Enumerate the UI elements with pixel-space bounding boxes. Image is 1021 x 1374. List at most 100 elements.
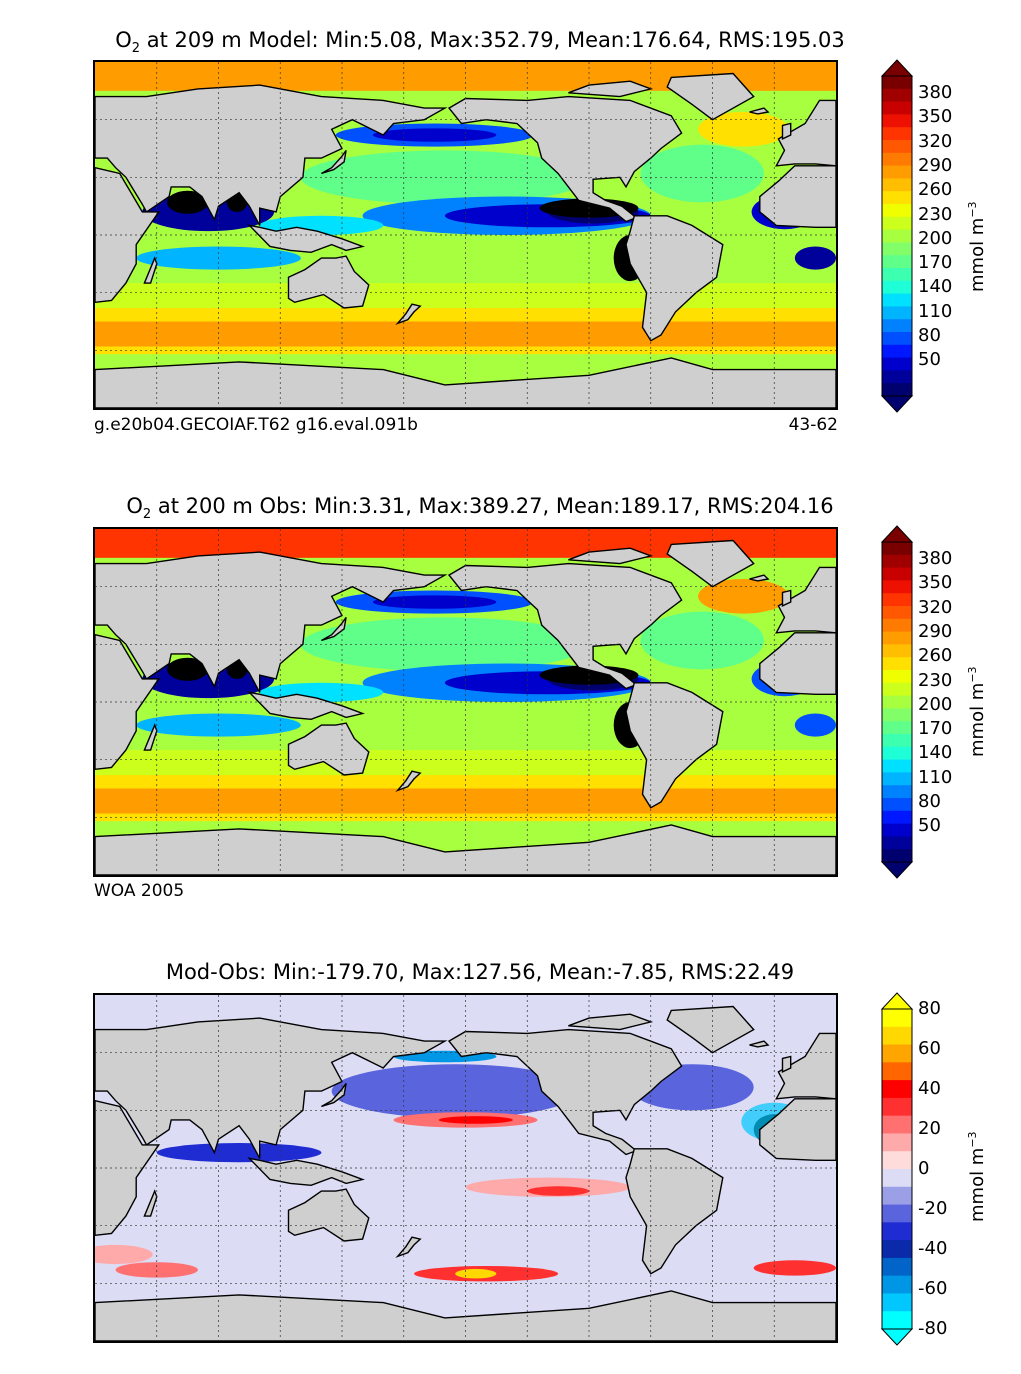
colorbar-frame xyxy=(881,541,913,863)
colorbar-segment xyxy=(882,785,912,799)
colorbar-segment xyxy=(882,319,912,333)
colorbar-segment xyxy=(882,759,912,773)
colorbar-segment xyxy=(882,191,912,205)
colorbar-segment xyxy=(882,344,912,359)
colorbar-tick-label: 40 xyxy=(918,1078,941,1099)
colorbar-segment xyxy=(882,1204,912,1223)
panel-title-model: O2 at 209 m Model: Min:5.08, Max:352.79,… xyxy=(115,28,845,57)
caption-model-run: g.e20b04.GECOIAF.T62 g16.eval.091b xyxy=(94,415,418,435)
colorbar-segment xyxy=(882,606,912,620)
colorbar-tick-label: 260 xyxy=(918,645,953,667)
colorbar-segment xyxy=(882,357,912,371)
panel-title-obs: O2 at 200 m Obs: Min:3.31, Max:389.27, M… xyxy=(126,494,834,523)
field-north-atlantic xyxy=(640,144,764,203)
colorbar-segment xyxy=(882,1062,912,1081)
colorbar-segment xyxy=(882,1311,912,1330)
colorbar-tick-label: 170 xyxy=(918,252,953,274)
land-newzealand xyxy=(395,770,422,792)
land-australia xyxy=(287,722,370,776)
land-uk xyxy=(781,122,792,141)
land-westAfrica xyxy=(759,632,836,696)
colorbar-segment xyxy=(882,1080,912,1099)
colorbar-segment xyxy=(882,1151,912,1170)
colorbar-segment xyxy=(882,746,912,761)
field-band-subtropical xyxy=(95,750,836,776)
land-greenland xyxy=(666,72,755,121)
colorbar-segment xyxy=(882,542,912,556)
colorbar-segment xyxy=(882,695,912,709)
colorbar-tick-label: 140 xyxy=(918,742,953,764)
land-greenland xyxy=(666,539,755,588)
unit-label-model: mmol m−3 xyxy=(966,201,988,292)
colorbar-extend-max xyxy=(880,992,914,1010)
colorbar-tick-label: 50 xyxy=(918,815,941,837)
colorbar-segment xyxy=(882,280,912,295)
colorbar-segment xyxy=(882,734,912,748)
colorbar-segment xyxy=(882,836,912,850)
colorbar-segment xyxy=(882,1009,912,1028)
field-contour xyxy=(455,1268,497,1279)
field-north-pacific-neg xyxy=(331,1064,579,1119)
colorbar-segment xyxy=(882,204,912,218)
field-indian-neg xyxy=(156,1143,322,1163)
colorbar-segment xyxy=(882,682,912,697)
field-subpolar-atlantic xyxy=(698,111,789,147)
colorbar-segment xyxy=(882,178,912,192)
colorbar-segment xyxy=(882,1044,912,1063)
map-obs xyxy=(93,527,838,877)
field-contour xyxy=(527,1186,589,1196)
colorbar-segment xyxy=(882,229,912,243)
land-antarctica xyxy=(95,357,836,408)
land-iceland xyxy=(749,574,770,582)
colorbar-tick-label: 290 xyxy=(918,154,953,176)
map-model xyxy=(93,60,838,410)
field-band-subtropical xyxy=(95,283,836,309)
unit-label-diff: mmol m−3 xyxy=(966,1131,988,1222)
map-diff xyxy=(93,993,838,1343)
land-antarctica xyxy=(95,824,836,875)
field-contour xyxy=(95,1244,153,1265)
field-contour xyxy=(438,1116,513,1124)
colorbar-tick-label: -20 xyxy=(918,1198,948,1219)
colorbar-segment xyxy=(882,849,912,863)
land-antarctica xyxy=(95,1290,836,1341)
colorbar-tick-label: 320 xyxy=(918,130,953,152)
field-omz-benguela xyxy=(794,713,836,737)
colorbar-tick-label: 140 xyxy=(918,276,953,298)
land-southAmerica xyxy=(625,682,724,809)
colorbar-segment xyxy=(882,657,912,671)
colorbar-segment xyxy=(882,114,912,128)
colorbar-segment xyxy=(882,1240,912,1259)
field-north-pacific xyxy=(300,150,589,205)
colorbar-segment xyxy=(882,810,912,825)
land-eurasia xyxy=(95,84,448,226)
colorbar-tick-label: 290 xyxy=(918,620,953,642)
colorbar-extend-min xyxy=(880,395,914,413)
land-northAmerica xyxy=(447,1028,683,1156)
land-australia xyxy=(287,1188,370,1242)
colorbar-segment xyxy=(882,165,912,179)
colorbar-extend-max xyxy=(880,59,914,77)
colorbar-extend-min xyxy=(880,1328,914,1346)
colorbar-tick-label: 350 xyxy=(918,106,953,128)
colorbar-segment xyxy=(882,1169,912,1188)
field-contour xyxy=(372,128,497,142)
land-westEurope xyxy=(775,1032,836,1100)
colorbar-segment xyxy=(882,127,912,141)
colorbar-segment xyxy=(882,1257,912,1277)
field-omz-arabian xyxy=(167,190,209,214)
colorbar-segment xyxy=(882,76,912,90)
field-contour xyxy=(753,1260,836,1276)
colorbar-segment xyxy=(882,216,912,231)
colorbar-segment xyxy=(882,1026,912,1046)
land-westEurope xyxy=(775,566,836,634)
map-diff-canvas xyxy=(95,995,836,1341)
land-newzealand xyxy=(395,303,422,325)
colorbar-tick-label: 200 xyxy=(918,693,953,715)
colorbar-segment xyxy=(882,567,912,581)
land-japan xyxy=(321,616,347,642)
colorbar-segment xyxy=(882,644,912,658)
colorbar-diff xyxy=(880,992,914,1346)
land-greenland xyxy=(666,1005,755,1054)
colorbar-extend-min xyxy=(880,861,914,879)
